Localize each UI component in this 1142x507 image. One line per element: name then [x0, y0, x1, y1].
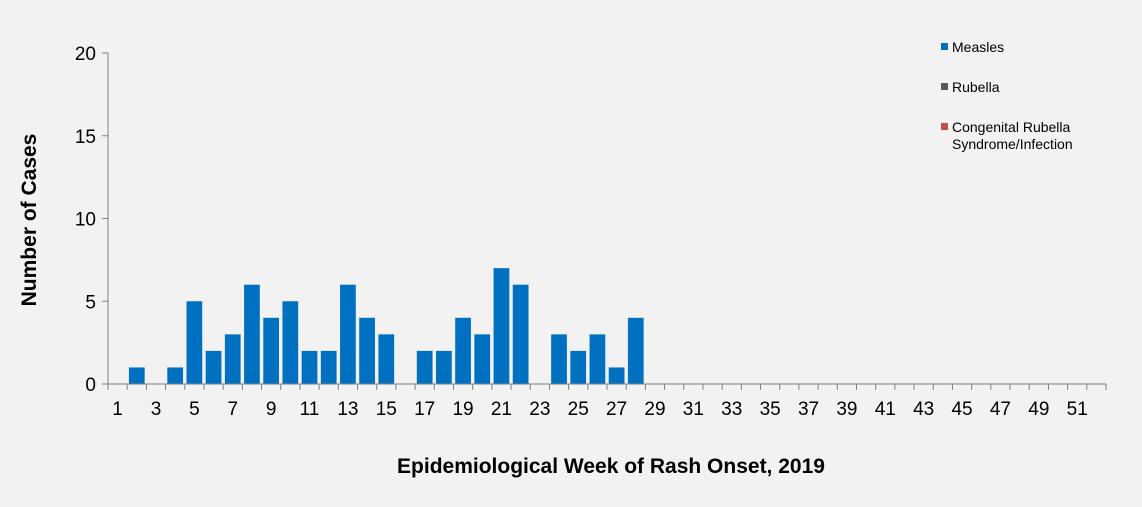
x-tick-label: 25: [568, 399, 589, 420]
x-tick-label: 41: [875, 399, 896, 420]
bar-measles-week-15: [378, 334, 395, 384]
x-tick-label: 19: [452, 399, 473, 420]
x-tick-label: 17: [414, 399, 435, 420]
x-tick-label: 11: [300, 399, 320, 420]
bar-measles-week-17: [416, 350, 433, 384]
legend-swatch: [941, 123, 948, 130]
x-tick-label: 29: [644, 399, 665, 420]
bar-measles-week-12: [320, 350, 337, 384]
bar-measles-week-26: [589, 334, 606, 384]
y-tick-label: 5: [85, 292, 96, 313]
legend-label: Congenital Rubella: [952, 119, 1071, 135]
legend-swatch: [941, 43, 948, 50]
bar-measles-week-10: [282, 301, 299, 384]
bar-measles-week-4: [167, 367, 184, 384]
bar-measles-week-20: [474, 334, 491, 384]
bar-measles-week-14: [359, 317, 375, 384]
y-axis-title: Number of Cases: [18, 134, 41, 307]
x-tick-label: 13: [337, 399, 358, 420]
x-tick-label: 3: [151, 399, 162, 420]
legend-label: Syndrome/Infection: [952, 136, 1073, 152]
x-tick-label: 49: [1028, 399, 1049, 420]
x-tick-label: 47: [990, 399, 1011, 420]
bars-group: [128, 268, 644, 384]
x-tick-label: 51: [1067, 399, 1088, 420]
legend-label: Rubella: [952, 79, 1000, 95]
x-tick-label: 27: [606, 399, 627, 420]
x-tick-label: 35: [760, 399, 781, 420]
bar-measles-week-6: [205, 350, 222, 384]
bar-measles-week-21: [493, 268, 510, 384]
x-tick-label: 37: [798, 399, 819, 420]
x-tick-label: 15: [376, 399, 397, 420]
legend: Measles Rubella Congenital RubellaSyndrome…: [941, 39, 1073, 152]
x-tick-label: 45: [951, 399, 972, 420]
x-tick-label: 31: [683, 399, 704, 420]
x-tick-label: 33: [721, 399, 742, 420]
x-tick-label: 39: [836, 399, 857, 420]
y-tick-label: 15: [75, 127, 96, 148]
x-tick-label: 43: [913, 399, 934, 420]
bar-measles-week-24: [551, 334, 567, 384]
bar-measles-week-13: [340, 284, 356, 384]
bar-measles-week-8: [244, 284, 260, 384]
bar-measles-week-27: [608, 367, 625, 384]
y-ticks-group: 0 5 10 15 20: [75, 44, 108, 396]
bar-measles-week-5: [186, 301, 203, 384]
x-tick-label: 1: [112, 399, 123, 420]
legend-label: Measles: [952, 39, 1004, 55]
bar-measles-week-25: [570, 350, 587, 384]
y-tick-label: 0: [85, 375, 96, 396]
bar-measles-week-28: [627, 317, 644, 384]
x-tick-label: 7: [227, 399, 238, 420]
x-tick-label: 5: [189, 399, 200, 420]
x-tick-label: 9: [266, 399, 277, 420]
bar-measles-week-2: [128, 367, 145, 384]
x-axis-title: Epidemiological Week of Rash Onset, 2019: [397, 455, 825, 478]
y-tick-label: 20: [75, 44, 96, 65]
bar-measles-week-18: [436, 350, 452, 384]
bar-measles-week-11: [301, 350, 318, 384]
y-tick-label: 10: [75, 210, 96, 231]
legend-swatch: [941, 83, 948, 90]
x-tick-label: 23: [529, 399, 550, 420]
bar-measles-week-9: [263, 317, 280, 384]
x-ticks-group: 1 3 5 7 9 11 13 15 17 19 21 23 25 27 29 31 33 35 37 39 41 43 4…: [107, 384, 1107, 420]
x-tick-label: 21: [491, 399, 512, 420]
bar-measles-week-7: [224, 334, 241, 384]
bar-measles-week-22: [512, 284, 529, 384]
bar-measles-week-19: [455, 317, 471, 384]
